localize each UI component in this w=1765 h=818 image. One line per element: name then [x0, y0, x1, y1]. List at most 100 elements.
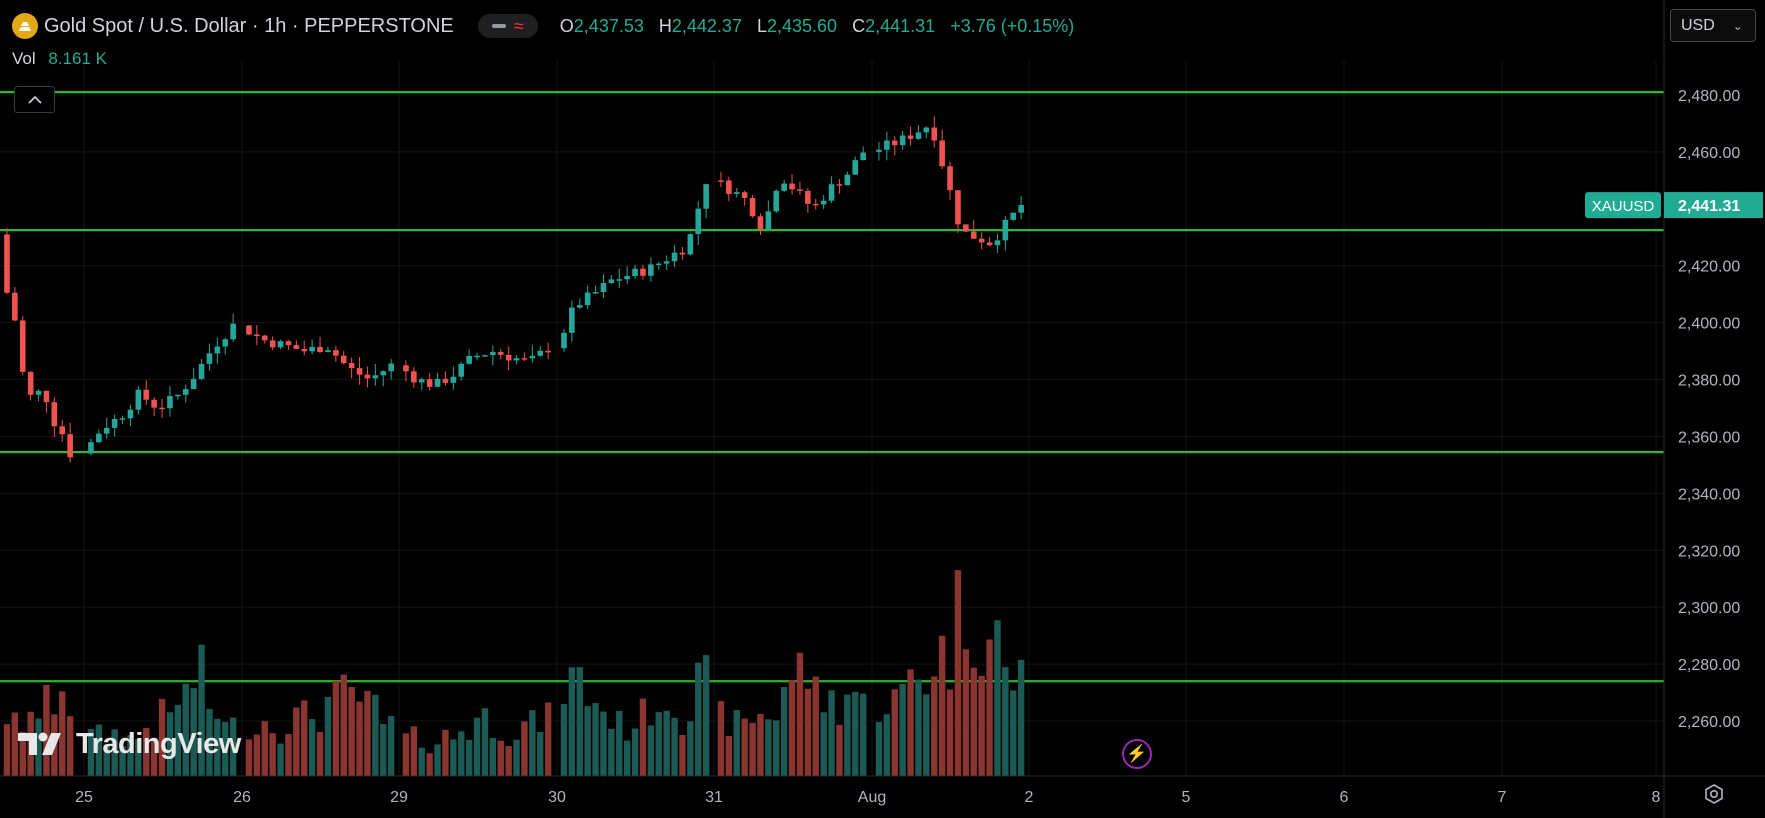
candle-body: [726, 180, 732, 194]
candle-body: [356, 368, 363, 375]
volume-bars: [3, 570, 1025, 776]
candle-body: [1002, 219, 1009, 241]
candle-body: [844, 174, 851, 186]
candle-body: [529, 355, 536, 359]
candle-body: [111, 418, 118, 428]
candle-body: [482, 355, 488, 357]
chevron-down-icon: ⌄: [1732, 18, 1743, 33]
volume-bar: [749, 722, 756, 776]
candle-body: [293, 345, 300, 349]
volume-bar: [513, 739, 520, 776]
volume-bar: [788, 680, 796, 776]
candle-body: [442, 378, 449, 383]
candle-body: [214, 346, 221, 354]
bolt-button[interactable]: ⚡: [1122, 739, 1152, 769]
candle-body: [261, 335, 268, 341]
candle-body: [364, 374, 371, 379]
collapse-legend-button[interactable]: [14, 86, 55, 113]
symbol-tag-bg: [1585, 192, 1661, 219]
candle-body: [521, 358, 528, 360]
volume-bar: [497, 740, 504, 776]
volume-bar: [380, 723, 387, 776]
candle-body: [860, 152, 866, 161]
candle-body: [317, 346, 323, 353]
volume-bar: [828, 690, 835, 776]
chart-settings-button[interactable]: [1702, 782, 1726, 806]
volume-bar: [372, 694, 379, 776]
volume-bar: [537, 731, 544, 776]
volume-bar: [844, 694, 851, 776]
volume-value: 8.161 K: [48, 49, 107, 68]
volume-bar: [600, 711, 607, 776]
volume-bar: [560, 703, 568, 776]
volume-bar: [473, 717, 481, 776]
candle-body: [418, 379, 425, 383]
candle-body: [820, 200, 827, 205]
time-tick-label: 30: [548, 789, 566, 806]
symbol-legend[interactable]: Gold Spot / U.S. Dollar · 1h · PEPPERSTO…: [12, 12, 1084, 40]
symbol-title[interactable]: Gold Spot / U.S. Dollar · 1h · PEPPERSTO…: [44, 14, 454, 37]
volume-bar: [946, 689, 954, 776]
volume-bar: [43, 684, 50, 776]
volume-bar: [883, 714, 891, 776]
volume-bar: [623, 740, 631, 776]
volume-bar: [253, 734, 261, 776]
candle-body: [891, 140, 898, 146]
candle-body: [434, 378, 441, 387]
currency-select[interactable]: USD ⌄: [1670, 9, 1756, 42]
candle-body: [505, 354, 512, 361]
last-price-label: 2,441.31: [1678, 198, 1740, 215]
volume-bar: [135, 739, 142, 776]
candle-body: [333, 350, 339, 356]
candle-body: [584, 292, 591, 306]
volume-bar: [87, 728, 95, 776]
candle-body: [182, 389, 189, 395]
tradingview-logo[interactable]: TradingView: [18, 727, 241, 761]
volume-bar: [316, 732, 324, 776]
volume-bar: [608, 728, 615, 776]
candle-body: [466, 355, 472, 364]
candle-body: [206, 353, 213, 364]
volume-bar: [639, 698, 647, 776]
candle-body: [733, 192, 740, 194]
volume-bar: [95, 724, 103, 776]
volume-bar: [671, 717, 678, 776]
indicator-toggle-pill[interactable]: ≈: [477, 14, 538, 38]
volume-bar: [103, 743, 110, 776]
bolt-icon: ⚡: [1126, 744, 1148, 763]
candle-body: [325, 350, 331, 353]
candle-body: [450, 376, 457, 383]
volume-bar: [166, 712, 174, 776]
volume-bar: [293, 707, 300, 776]
chart-grid: [0, 60, 1664, 776]
candle-body: [135, 389, 142, 410]
open-value: 2,437.53: [573, 15, 644, 36]
candle-body: [640, 268, 646, 276]
candle-body: [749, 197, 756, 217]
candle-body: [741, 192, 748, 198]
volume-legend[interactable]: Vol 8.161 K: [12, 49, 107, 69]
volume-bar: [529, 710, 536, 776]
candle-body: [380, 371, 387, 376]
candle-body: [592, 292, 599, 294]
settings-icon: [1705, 784, 1723, 804]
volume-bar: [481, 708, 489, 776]
candle-body: [127, 409, 134, 419]
volume-bar: [970, 667, 977, 776]
candle-body: [978, 238, 985, 243]
candle-body: [836, 184, 843, 186]
volume-bar: [3, 724, 11, 776]
volume-bar: [616, 710, 623, 776]
candles: [4, 116, 1024, 463]
candle-body: [175, 394, 181, 397]
candle-body: [513, 358, 520, 361]
volume-bar: [986, 639, 993, 776]
candle-body: [348, 363, 355, 369]
candle-body: [655, 263, 662, 266]
candle-body: [616, 279, 623, 281]
candle-body: [757, 216, 764, 230]
volume-bar: [733, 710, 740, 776]
volume-bar: [410, 726, 418, 776]
volume-bar: [277, 743, 284, 776]
